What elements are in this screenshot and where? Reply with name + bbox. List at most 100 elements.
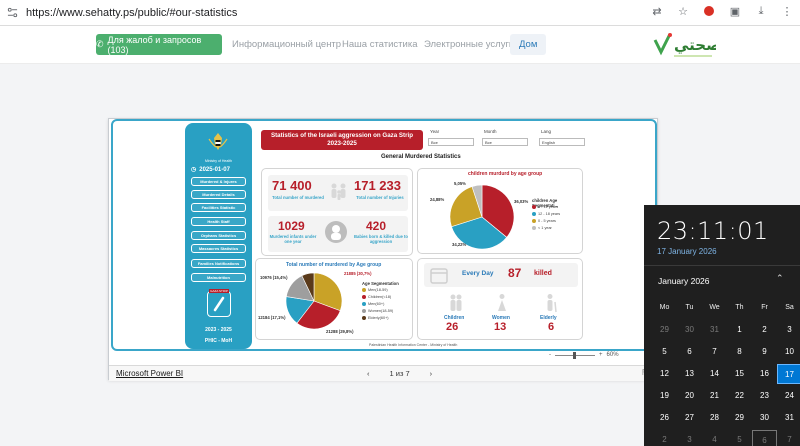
menu-icon[interactable]: ⋮ xyxy=(781,5,793,18)
calendar-day[interactable]: 15 xyxy=(735,369,744,378)
calendar-day[interactable]: 30 xyxy=(685,325,694,334)
site-logo[interactable]: صحتي xyxy=(652,30,721,60)
calendar-day[interactable]: 29 xyxy=(735,413,744,422)
age-pie-chart[interactable] xyxy=(286,273,342,329)
calendar-day[interactable]: 19 xyxy=(660,391,669,400)
filter-lang-select[interactable]: English xyxy=(539,138,585,146)
calendar-day[interactable]: 27 xyxy=(685,413,694,422)
translate-icon[interactable]: ⇄ xyxy=(652,5,662,18)
nav-info-center[interactable]: Информационный центр xyxy=(232,39,342,50)
calendar-day[interactable]: 21 xyxy=(710,391,719,400)
children-pie-slice-2[interactable] xyxy=(450,186,483,228)
women-daily-value: 13 xyxy=(494,321,507,333)
children-pie-slice-0[interactable] xyxy=(481,185,514,238)
sidebar-btn-families[interactable]: Families Notifications xyxy=(191,259,246,268)
sidebar-btn-murdered-injures[interactable]: Murdered & Injures xyxy=(191,177,246,186)
calendar-day[interactable]: 8 xyxy=(737,347,742,356)
calendar-day[interactable]: 1 xyxy=(737,325,742,334)
age-pie-slice-0[interactable] xyxy=(313,273,342,312)
calendar-day[interactable]: 30 xyxy=(760,413,769,422)
calendar-day[interactable]: 3 xyxy=(687,435,692,444)
children-pie-slice-1[interactable] xyxy=(451,216,508,249)
complaint-button[interactable]: ✆ Для жалоб и запросов (103) xyxy=(96,34,222,55)
age-label-elderly: 10976 (15,4%) xyxy=(260,275,288,280)
calendar-week-row: 19 20 21 22 23 24 xyxy=(652,385,800,407)
calendar-day[interactable]: 6 xyxy=(687,347,692,356)
zoom-slider[interactable] xyxy=(555,351,595,359)
sidebar-btn-murdered-details[interactable]: Murdered Details xyxy=(191,190,246,199)
daily-tile xyxy=(424,263,578,287)
filter-month[interactable]: Month Все xyxy=(482,128,528,150)
age-pie-slice-1[interactable] xyxy=(296,300,341,329)
calendar-day[interactable]: 6 xyxy=(752,430,777,446)
next-page-button[interactable]: › xyxy=(429,369,433,378)
filter-year[interactable]: Year Все xyxy=(428,128,474,150)
clock-date[interactable]: 17 January 2026 xyxy=(657,247,717,256)
children-legend-item: 6 - 12 years xyxy=(532,205,558,209)
powerbi-link[interactable]: Microsoft Power BI xyxy=(116,369,184,378)
calendar-day[interactable]: 28 xyxy=(710,413,719,422)
children-pie-chart[interactable] xyxy=(450,185,514,249)
calendar-day[interactable]: 9 xyxy=(762,347,767,356)
zoom-out-button[interactable]: - xyxy=(549,352,551,358)
complaint-button-label: Для жалоб и запросов (103) xyxy=(107,34,202,55)
address-bar[interactable]: https://www.sehatty.ps/public/#our-stati… xyxy=(26,6,238,19)
calendar-day[interactable]: 31 xyxy=(785,413,794,422)
calendar-day[interactable]: 5 xyxy=(737,435,742,444)
calendar-day[interactable]: 17 xyxy=(777,364,800,384)
calendar-day[interactable]: 2 xyxy=(762,325,767,334)
calendar-day[interactable]: 23 xyxy=(760,391,769,400)
children-legend-item: 12 - 18 years xyxy=(532,212,560,216)
prev-page-button[interactable]: ‹ xyxy=(367,369,370,378)
age-pie-panel: Total number of murdered by Age group 21… xyxy=(255,258,413,340)
calendar-day[interactable]: 7 xyxy=(712,347,717,356)
sidebar-btn-orphans[interactable]: Orphans Statistics xyxy=(191,231,246,240)
calendar-day[interactable]: 2 xyxy=(662,435,667,444)
site-info-icon[interactable] xyxy=(6,7,18,19)
zoom-control[interactable]: - + 60% xyxy=(549,351,619,359)
calendar-day[interactable]: 29 xyxy=(660,325,669,334)
nav-home[interactable]: Дом xyxy=(510,34,547,55)
divider xyxy=(644,265,800,266)
zoom-in-button[interactable]: + xyxy=(599,352,603,358)
age-pie-slice-4[interactable] xyxy=(301,273,315,302)
calendar-day[interactable]: 20 xyxy=(685,391,694,400)
calendar-day[interactable]: 22 xyxy=(735,391,744,400)
calendar-prev-month-icon[interactable]: ⌃ xyxy=(776,273,784,283)
calendar-icon xyxy=(430,268,448,284)
calendar-day[interactable]: 26 xyxy=(660,413,669,422)
calendar-day[interactable]: 12 xyxy=(660,369,669,378)
zoom-slider-thumb[interactable] xyxy=(573,351,576,359)
children-pie-slice-3[interactable] xyxy=(471,185,483,218)
calendar-day[interactable]: 4 xyxy=(712,435,717,444)
nav-statistics[interactable]: Наша статистика xyxy=(342,39,418,50)
filter-month-select[interactable]: Все xyxy=(482,138,528,146)
filter-lang[interactable]: Lang English xyxy=(539,128,585,150)
svg-text:صحتي: صحتي xyxy=(674,36,716,54)
calendar-day[interactable]: 3 xyxy=(787,325,792,334)
sidebar-btn-malnutrition[interactable]: Malnutrition xyxy=(191,273,246,282)
extensions-icon[interactable]: ▣ xyxy=(729,5,741,18)
download-icon[interactable]: ⤓ xyxy=(758,4,764,17)
calendar-day[interactable]: 14 xyxy=(710,369,719,378)
sidebar-btn-health-staff[interactable]: Health Staff xyxy=(191,217,246,226)
calendar-week-row: 5 6 7 8 9 10 xyxy=(652,341,800,363)
calendar-day[interactable]: 10 xyxy=(785,347,794,356)
site-header: ✆ Для жалоб и запросов (103) Информацион… xyxy=(0,26,800,64)
calendar-day[interactable]: 16 xyxy=(760,369,769,378)
calendar-day[interactable]: 31 xyxy=(710,325,719,334)
sidebar-btn-facilities[interactable]: Facilities Statistic xyxy=(191,203,246,212)
star-icon[interactable]: ☆ xyxy=(678,5,688,18)
calendar-day[interactable]: 7 xyxy=(787,435,792,444)
sidebar-years: 2023 - 2025 xyxy=(205,327,232,333)
age-label-women: 12184 (17,1%) xyxy=(258,315,286,320)
calendar-day[interactable]: 13 xyxy=(685,369,694,378)
calendar-day[interactable]: 5 xyxy=(662,347,667,356)
calendar-weekday: Tu xyxy=(685,304,694,311)
sidebar-btn-massacres[interactable]: Massacres Statistics xyxy=(191,244,246,253)
calendar-day[interactable]: 24 xyxy=(785,391,794,400)
calendar-month[interactable]: January 2026 xyxy=(658,276,710,286)
extension-alert-icon[interactable] xyxy=(702,4,716,18)
nav-e-services[interactable]: Электронные услуги xyxy=(424,39,515,50)
filter-year-select[interactable]: Все xyxy=(428,138,474,146)
